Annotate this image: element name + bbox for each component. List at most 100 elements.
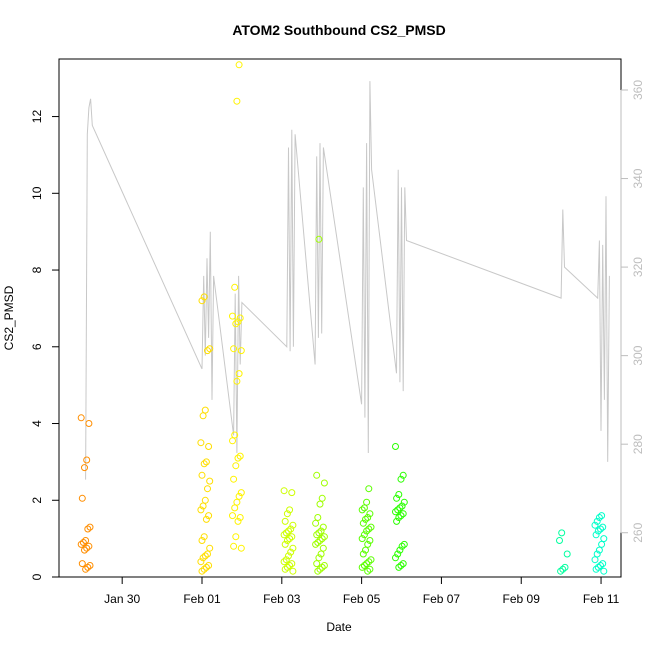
- data-point: [77, 540, 85, 548]
- data-point: [200, 293, 208, 301]
- data-point: [400, 540, 408, 548]
- data-point: [234, 517, 242, 525]
- data-point: [319, 523, 327, 531]
- data-point: [317, 527, 325, 535]
- data-point: [561, 563, 569, 571]
- data-point: [197, 439, 205, 447]
- series-line: [85, 81, 610, 480]
- data-point: [287, 548, 295, 556]
- data-point: [202, 458, 210, 466]
- data-point: [366, 565, 374, 573]
- data-point: [288, 533, 296, 541]
- data-point: [198, 537, 206, 544]
- data-point: [81, 464, 88, 472]
- data-point: [288, 560, 296, 568]
- data-point: [397, 562, 405, 569]
- data-point: [393, 517, 401, 525]
- data-point: [229, 437, 236, 445]
- data-point: [287, 525, 295, 533]
- y-axis: 0 2 4 6 8 10 12: [30, 110, 60, 580]
- data-point: [235, 492, 243, 500]
- data-point: [600, 535, 608, 543]
- data-point: [598, 512, 606, 520]
- data-point: [232, 533, 240, 541]
- data-point: [365, 558, 373, 566]
- data-point: [229, 312, 236, 320]
- data-point: [84, 525, 92, 533]
- data-point: [235, 61, 243, 69]
- data-point: [559, 565, 567, 573]
- y2-tick-label: 320: [631, 257, 645, 277]
- data-point: [319, 544, 327, 552]
- data-point: [316, 565, 324, 573]
- data-point: [317, 550, 325, 558]
- data-point: [283, 563, 291, 571]
- data-point: [282, 529, 290, 537]
- data-point: [395, 491, 403, 498]
- data-point: [314, 514, 322, 521]
- data-point: [316, 500, 324, 508]
- data-point: [281, 565, 289, 573]
- data-point: [200, 565, 208, 573]
- data-point: [232, 320, 240, 328]
- data-point: [320, 533, 328, 541]
- data-point: [593, 517, 601, 525]
- data-point: [79, 539, 87, 546]
- data-point: [365, 525, 373, 533]
- data-point: [558, 529, 566, 537]
- data-point: [205, 443, 213, 450]
- data-point: [398, 502, 406, 510]
- data-point: [285, 552, 292, 560]
- x-tick-label: Feb 01: [183, 592, 221, 606]
- y2-tick-label: 360: [631, 80, 645, 100]
- data-point: [364, 567, 372, 575]
- data-point: [236, 314, 244, 322]
- data-point: [230, 475, 238, 483]
- data-point: [200, 533, 208, 541]
- y-tick-label: 6: [30, 343, 44, 350]
- data-point: [363, 498, 371, 506]
- data-point: [360, 562, 368, 569]
- data-point: [397, 512, 405, 520]
- data-point: [563, 550, 571, 558]
- data-point: [202, 563, 210, 571]
- data-point: [233, 498, 241, 506]
- y-axis-label: CS2_PMSD: [2, 285, 16, 350]
- data-point: [591, 521, 599, 529]
- y2-tick-label: 340: [631, 168, 645, 188]
- data-point: [315, 235, 323, 243]
- x-tick-label: Feb 07: [423, 592, 461, 606]
- data-point: [86, 523, 94, 531]
- data-point: [199, 412, 207, 420]
- data-point: [201, 496, 209, 504]
- data-point: [592, 531, 600, 539]
- data-point: [236, 452, 244, 460]
- data-point: [394, 550, 402, 558]
- data-point: [358, 506, 366, 514]
- data-point: [367, 523, 375, 531]
- data-point: [289, 521, 297, 529]
- data-point: [205, 512, 213, 520]
- data-point: [359, 550, 367, 558]
- data-point: [286, 506, 294, 514]
- data-point: [78, 560, 86, 568]
- data-point: [312, 519, 320, 527]
- data-point: [313, 560, 321, 568]
- y2-tick-label: 280: [631, 434, 645, 454]
- data-point: [556, 537, 563, 544]
- data-point: [230, 345, 238, 353]
- data-point: [359, 519, 367, 527]
- data-point: [234, 454, 242, 462]
- data-point: [197, 558, 205, 566]
- x-axis-label: Date: [326, 620, 352, 634]
- data-point: [316, 537, 324, 544]
- y-tick-label: 0: [30, 573, 44, 580]
- data-point: [358, 535, 366, 543]
- data-point: [318, 535, 326, 543]
- right-axis-series-line: [85, 81, 610, 480]
- data-point: [204, 485, 211, 493]
- data-point: [289, 567, 297, 575]
- data-point: [237, 347, 245, 355]
- data-point: [594, 563, 602, 571]
